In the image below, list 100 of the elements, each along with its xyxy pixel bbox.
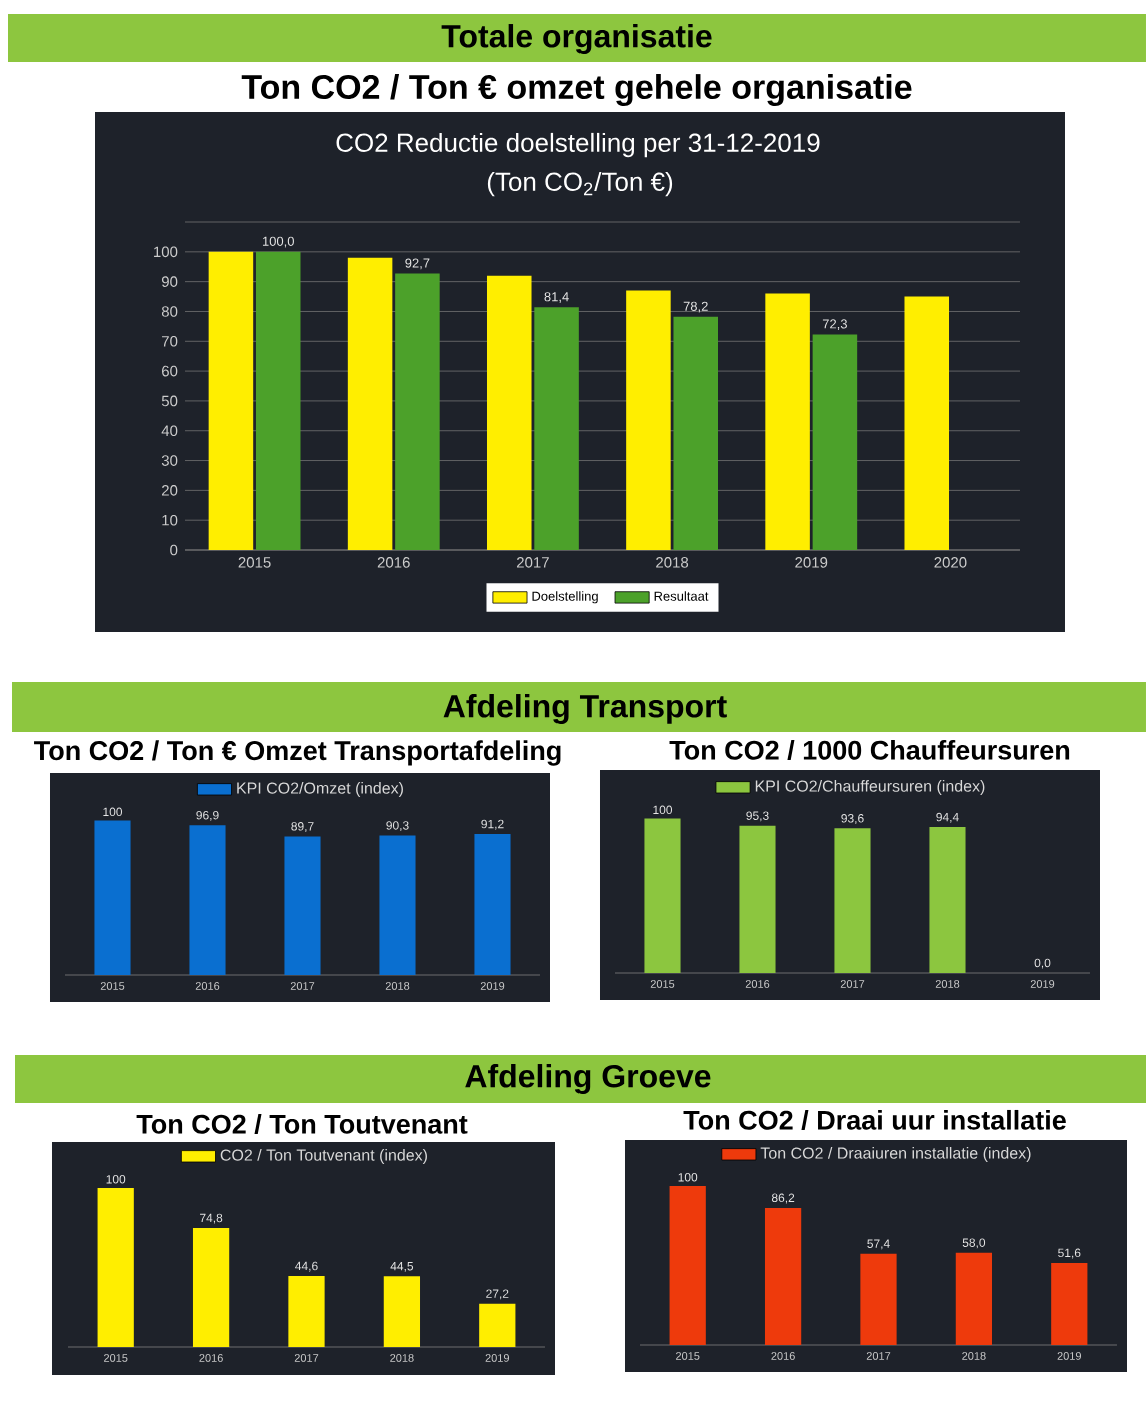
data-label: 58,0 bbox=[962, 1238, 986, 1249]
bar bbox=[644, 818, 681, 974]
x-tick-label: 2019 bbox=[1057, 1352, 1082, 1360]
bar bbox=[1051, 1262, 1088, 1346]
chart-title: CO2 Reductie doelstelling per 31-12-2019 bbox=[336, 132, 820, 158]
chart-title: Ton CO2 / Draai uur installatie bbox=[683, 1109, 1066, 1131]
x-tick-label: 2015 bbox=[100, 982, 125, 990]
x-tick-label: 2017 bbox=[294, 1354, 319, 1362]
bar bbox=[955, 1252, 993, 1346]
legend-label: KPI CO2/Omzet (index) bbox=[237, 782, 403, 797]
text: Ton CO2 / Ton € omzet gehele organisatie bbox=[241, 74, 912, 106]
bar bbox=[486, 275, 532, 551]
bar bbox=[379, 835, 416, 976]
bar bbox=[189, 825, 226, 976]
data-label: 93,6 bbox=[841, 814, 864, 824]
x-tick-label: 2016 bbox=[199, 1354, 223, 1362]
legend-label: KPI CO2/Chauffeursuren (index) bbox=[755, 780, 985, 795]
bar bbox=[347, 257, 393, 551]
bar bbox=[383, 1276, 421, 1348]
x-tick-label: 2015 bbox=[238, 557, 271, 568]
bar bbox=[97, 1187, 134, 1348]
y-tick-label: 90 bbox=[161, 276, 178, 287]
chart-title: Ton CO2 / 1000 Chauffeursuren bbox=[669, 739, 1070, 761]
bar bbox=[812, 334, 858, 551]
x-tick-label: 2017 bbox=[516, 557, 549, 568]
x-tick-label: 2019 bbox=[485, 1354, 510, 1362]
data-label: 91,2 bbox=[481, 819, 504, 830]
x-tick-label: 2019 bbox=[480, 982, 505, 990]
bar bbox=[288, 1276, 325, 1348]
legend-label: CO2 / Ton Toutvenant (index) bbox=[220, 1149, 427, 1164]
y-tick-label: 10 bbox=[162, 514, 178, 526]
y-tick-label: 60 bbox=[162, 365, 178, 377]
y-tick-label: 50 bbox=[161, 395, 178, 407]
bar bbox=[904, 296, 950, 551]
bar bbox=[669, 1185, 706, 1346]
data-label: 100 bbox=[106, 1175, 126, 1184]
x-tick-label: 2018 bbox=[656, 557, 689, 568]
bar bbox=[255, 251, 301, 551]
chart-title: Ton CO2 / Ton € Omzet Transportafdeling bbox=[34, 740, 561, 766]
text: Afdeling Groeve bbox=[465, 1064, 711, 1094]
bar bbox=[284, 836, 321, 976]
bar bbox=[192, 1228, 230, 1348]
bar bbox=[834, 828, 871, 974]
x-tick-label: 2015 bbox=[650, 980, 675, 988]
legend-label: Resultaat bbox=[654, 591, 709, 601]
x-tick-label: 2019 bbox=[795, 557, 828, 568]
data-label: 94,4 bbox=[936, 812, 959, 823]
data-label: 89,7 bbox=[291, 822, 314, 832]
bar bbox=[673, 316, 719, 551]
bar bbox=[739, 825, 776, 974]
data-label: 96,9 bbox=[196, 810, 219, 821]
x-tick-label: 2020 bbox=[934, 557, 967, 568]
bar bbox=[474, 834, 511, 976]
x-tick-label: 2017 bbox=[866, 1352, 891, 1360]
chart-subtitle: (Ton CO$_{2}$/Ton €) bbox=[487, 171, 673, 197]
x-tick-label: 2018 bbox=[935, 980, 960, 988]
x-tick-label: 2018 bbox=[385, 982, 410, 990]
bar bbox=[395, 273, 440, 551]
bar bbox=[534, 307, 579, 551]
bar bbox=[208, 251, 254, 551]
chart-title: Ton CO2 / Ton Toutvenant bbox=[136, 1113, 468, 1135]
y-tick-label: 80 bbox=[161, 306, 178, 317]
bar bbox=[860, 1253, 897, 1346]
x-tick-label: 2017 bbox=[840, 980, 865, 988]
y-tick-label: 40 bbox=[161, 425, 178, 437]
data-label: 95,3 bbox=[746, 811, 769, 822]
data-label: 44,5 bbox=[390, 1262, 414, 1272]
data-label: 92,7 bbox=[405, 258, 430, 270]
data-label: 51,6 bbox=[1058, 1248, 1081, 1259]
data-label: 72,3 bbox=[822, 319, 847, 331]
bar bbox=[764, 1207, 802, 1346]
bar bbox=[479, 1303, 516, 1348]
legend-label: Ton CO2 / Draaiuren installatie (index) bbox=[760, 1147, 1031, 1162]
bar bbox=[929, 827, 966, 974]
data-label: 57,4 bbox=[867, 1239, 890, 1250]
x-tick-label: 2018 bbox=[962, 1352, 986, 1360]
data-label: 86,2 bbox=[771, 1193, 795, 1204]
data-label: 100 bbox=[103, 807, 123, 817]
y-tick-label: 0 bbox=[170, 544, 178, 556]
x-tick-label: 2018 bbox=[390, 1354, 414, 1362]
x-tick-label: 2016 bbox=[377, 557, 410, 568]
x-tick-label: 2016 bbox=[771, 1352, 795, 1360]
y-tick-label: 70 bbox=[162, 335, 178, 347]
data-label: 81,4 bbox=[544, 292, 569, 303]
data-label: 78,2 bbox=[683, 301, 708, 313]
data-label: 44,6 bbox=[295, 1261, 318, 1272]
text: Totale organisatie bbox=[441, 24, 712, 54]
x-tick-label: 2016 bbox=[745, 980, 770, 988]
legend-label: Doelstelling bbox=[532, 591, 598, 604]
y-tick-label: 30 bbox=[161, 455, 178, 466]
bar bbox=[765, 293, 810, 551]
bar bbox=[626, 290, 671, 551]
y-tick-label: 20 bbox=[162, 485, 178, 496]
data-label: 100 bbox=[653, 805, 673, 815]
data-label: 0,0 bbox=[1034, 958, 1051, 969]
data-label: 100,0 bbox=[262, 236, 294, 248]
data-label: 90,3 bbox=[386, 821, 409, 832]
x-tick-label: 2015 bbox=[104, 1354, 128, 1362]
text: Afdeling Transport bbox=[443, 694, 727, 724]
bar bbox=[94, 820, 131, 976]
